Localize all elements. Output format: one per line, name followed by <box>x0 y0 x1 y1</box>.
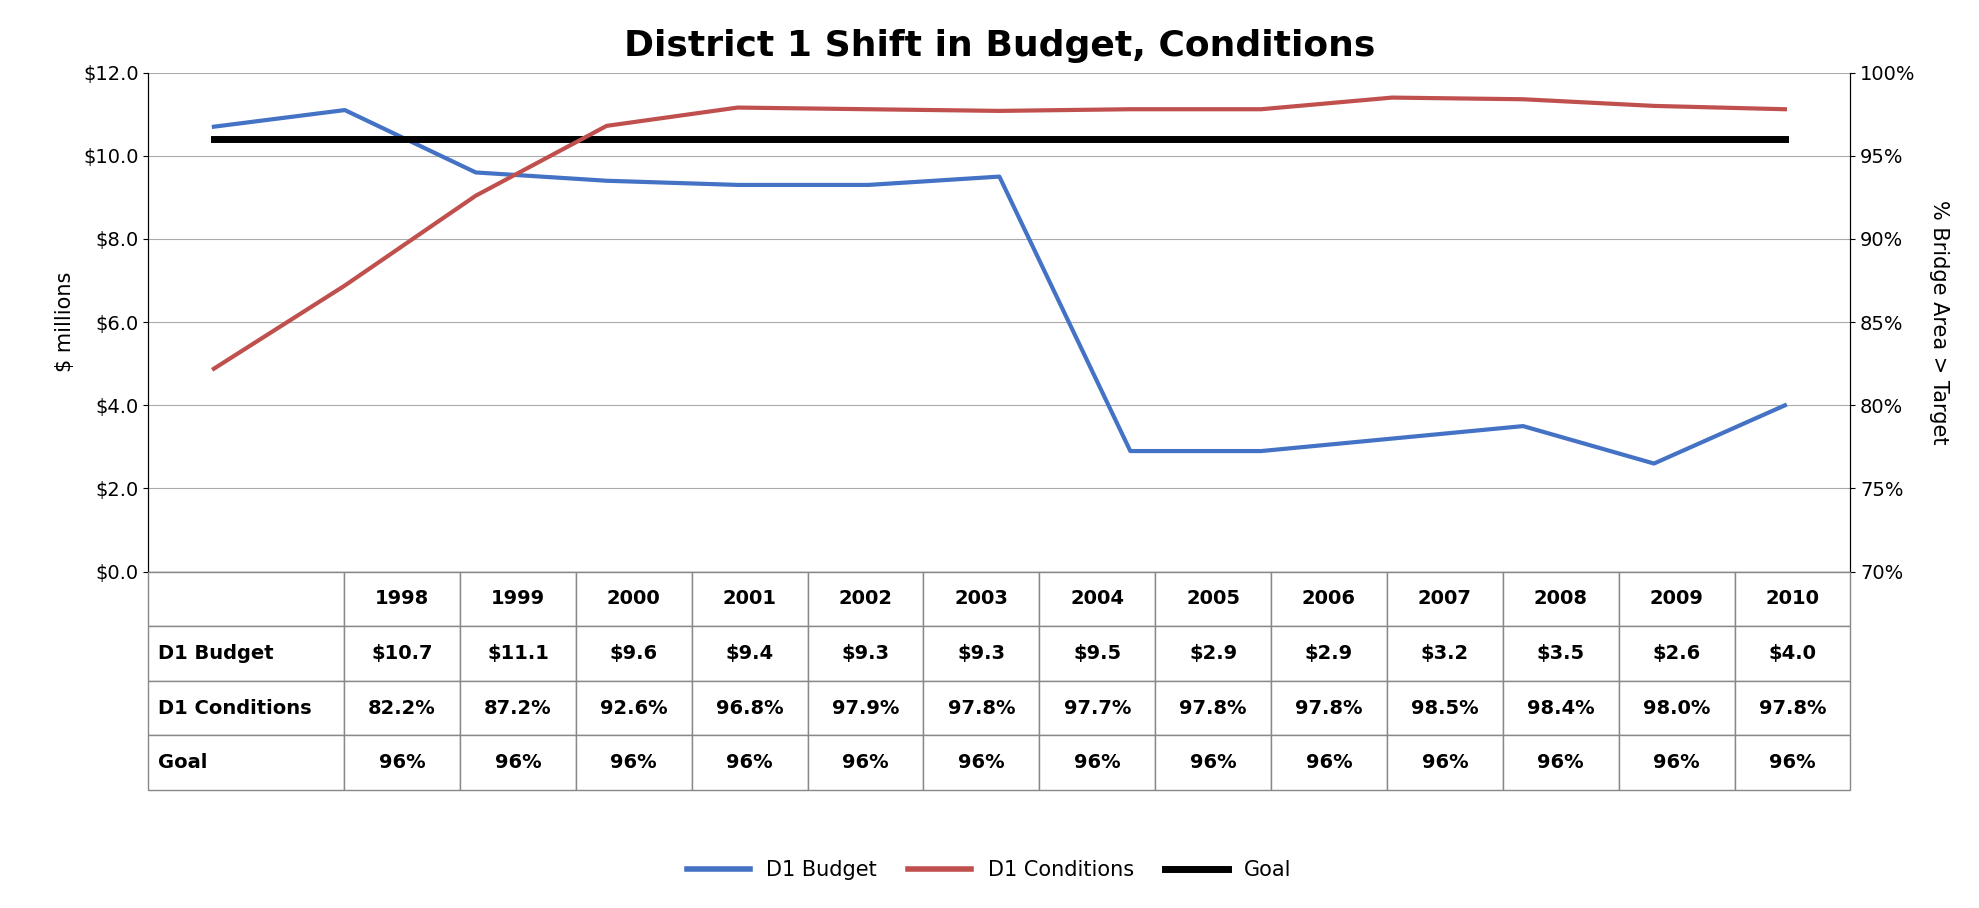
Title: District 1 Shift in Budget, Conditions: District 1 Shift in Budget, Conditions <box>623 29 1375 63</box>
Y-axis label: $ millions: $ millions <box>55 272 75 372</box>
Y-axis label: % Bridge Area > Target: % Bridge Area > Target <box>1930 200 1949 444</box>
Legend: D1 Budget, D1 Conditions, Goal: D1 Budget, D1 Conditions, Goal <box>679 852 1300 889</box>
